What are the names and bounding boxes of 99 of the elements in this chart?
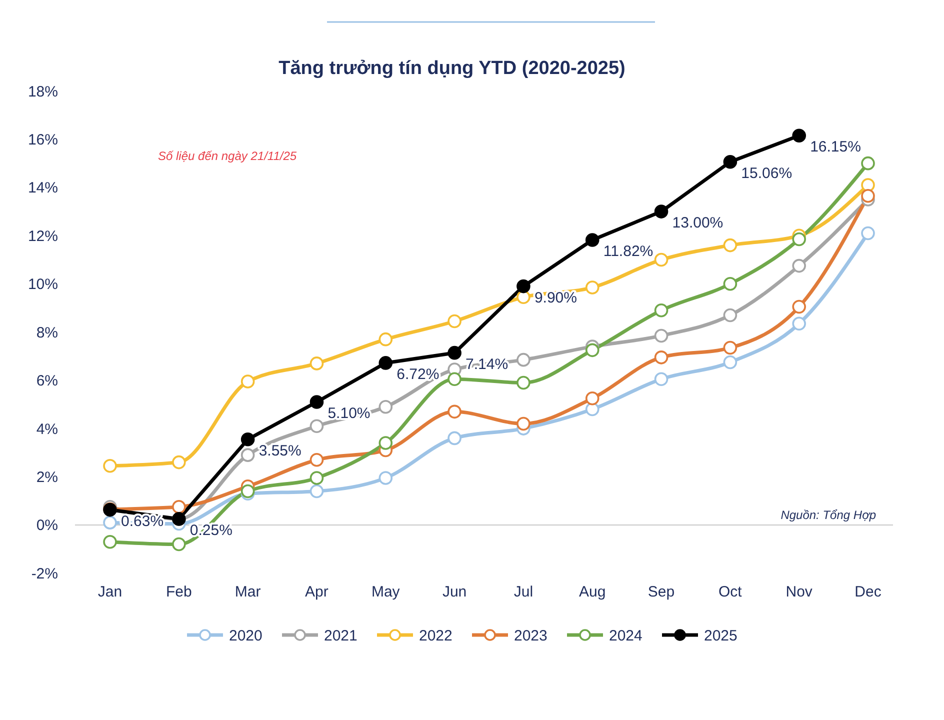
annotation: Nguồn: Tổng Hợp (780, 508, 876, 522)
point (654, 304, 668, 318)
point (310, 419, 324, 434)
legend-label: 2022 (419, 627, 452, 644)
point (792, 232, 806, 246)
y-tick-label: 14% (28, 180, 58, 197)
point (310, 452, 324, 467)
x-tick-label: Dec (854, 583, 882, 600)
x-tick-label: Apr (305, 583, 328, 600)
point (861, 226, 875, 240)
point (448, 431, 462, 446)
data-label: 16.15% (810, 138, 861, 156)
point (378, 332, 393, 346)
point (240, 374, 255, 388)
point (310, 395, 324, 409)
point (654, 328, 668, 343)
y-tick-label: 18% (28, 83, 58, 100)
point (310, 356, 324, 370)
point (792, 128, 806, 143)
legend-label: 2021 (324, 627, 358, 644)
point (378, 356, 393, 370)
point (378, 400, 393, 414)
legend-label: 2020 (229, 627, 262, 644)
point (585, 280, 600, 294)
data-label: 0.63% (121, 512, 164, 530)
point (723, 154, 738, 169)
x-tick-label: Jul (514, 583, 534, 600)
y-tick-label: 10% (28, 276, 58, 294)
y-tick-label: 8% (36, 324, 58, 342)
y-tick-label: 4% (36, 420, 58, 438)
x-tick-label: Jun (442, 583, 467, 600)
legend-label: 2025 (704, 627, 738, 644)
point (585, 402, 600, 416)
point (585, 343, 600, 358)
y-tick-label: 16% (28, 131, 58, 148)
point (792, 258, 806, 273)
point (516, 416, 530, 431)
data-label: 15.06% (741, 164, 792, 182)
point (378, 471, 393, 485)
point (172, 500, 186, 514)
point (861, 188, 875, 203)
point (723, 238, 738, 252)
x-tick-label: Feb (166, 583, 192, 600)
point (654, 350, 668, 364)
point (240, 484, 255, 498)
point (654, 252, 668, 267)
legend-label: 2024 (609, 627, 642, 644)
point (654, 204, 668, 218)
data-label: 9.90% (534, 289, 577, 306)
x-tick-label: Nov (786, 583, 813, 600)
point (723, 308, 738, 322)
point (448, 314, 462, 328)
point (448, 346, 462, 360)
point (103, 534, 117, 549)
point (448, 372, 462, 386)
y-tick-label: 0% (36, 517, 58, 534)
point (585, 392, 600, 406)
point (378, 436, 393, 450)
data-label: 13.00% (672, 214, 724, 232)
data-label: 3.55% (258, 442, 302, 460)
y-tick-label: -2% (31, 565, 58, 582)
point (103, 516, 117, 530)
chart-title: Tăng trưởng tín dụng YTD (2020-2025) (278, 58, 626, 79)
data-label: 7.14% (466, 356, 508, 373)
legend-label: 2023 (514, 627, 548, 644)
point (103, 459, 117, 473)
point (516, 352, 530, 367)
data-label: 11.82% (603, 243, 654, 260)
point (516, 376, 530, 390)
x-tick-label: Mar (234, 583, 261, 600)
point (240, 448, 255, 462)
y-tick-label: 6% (36, 372, 58, 390)
point (792, 300, 806, 314)
point (310, 471, 324, 485)
x-tick-label: Aug (579, 583, 606, 600)
point (585, 233, 600, 247)
x-tick-label: Sep (648, 583, 675, 600)
x-tick-label: Jan (98, 583, 122, 600)
annotation: Số liệu đến ngày 21/11/25 (158, 149, 297, 163)
point (516, 290, 530, 304)
point (516, 279, 530, 294)
y-tick-label: 12% (28, 228, 58, 245)
x-tick-label: Oct (718, 583, 743, 600)
point (172, 537, 186, 552)
x-tick-label: May (371, 583, 400, 600)
point (723, 276, 738, 291)
point (654, 372, 668, 386)
point (792, 316, 806, 331)
point (723, 355, 738, 370)
point (861, 156, 875, 170)
point (861, 178, 875, 192)
point (310, 484, 324, 498)
point (723, 340, 738, 355)
point (172, 455, 186, 470)
y-tick-label: 2% (36, 469, 58, 486)
data-label: 5.10% (328, 405, 370, 422)
point (240, 432, 255, 446)
data-label: 6.72% (396, 366, 440, 383)
point (448, 404, 462, 419)
